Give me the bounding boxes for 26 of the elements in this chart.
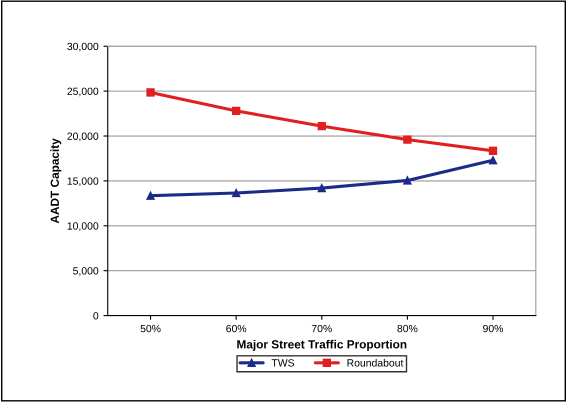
legend-label: TWS: [272, 359, 294, 367]
y-tick-label: 15,000: [68, 177, 98, 186]
point: [146, 192, 155, 200]
point: [403, 135, 412, 144]
y-axis-title: AADT Capacity: [50, 138, 62, 224]
point: [318, 122, 326, 130]
x-tick-label: 90%: [483, 324, 504, 332]
y-tick-label: 20,000: [67, 132, 98, 142]
point: [488, 146, 498, 155]
point: [318, 184, 326, 192]
x-tick-label: 60%: [226, 324, 246, 332]
y-tick-label: 10,000: [68, 222, 98, 231]
x-tick-label: 80%: [397, 324, 418, 332]
x-tick-label: 50%: [140, 324, 161, 332]
x-axis-title: Major Street Traffic Proportion: [237, 340, 406, 351]
y-tick-label: 25,000: [67, 88, 98, 96]
point: [232, 188, 240, 198]
legend-label: Roundabout: [347, 358, 404, 367]
y-tick-label: 30,000: [67, 42, 98, 52]
point: [146, 88, 155, 97]
x-tick-label: 70%: [312, 324, 332, 332]
point: [403, 176, 412, 185]
y-tick-label: 5,000: [73, 267, 98, 276]
y-tick-label: 0: [93, 312, 98, 320]
point: [488, 156, 498, 164]
point: [232, 106, 240, 116]
